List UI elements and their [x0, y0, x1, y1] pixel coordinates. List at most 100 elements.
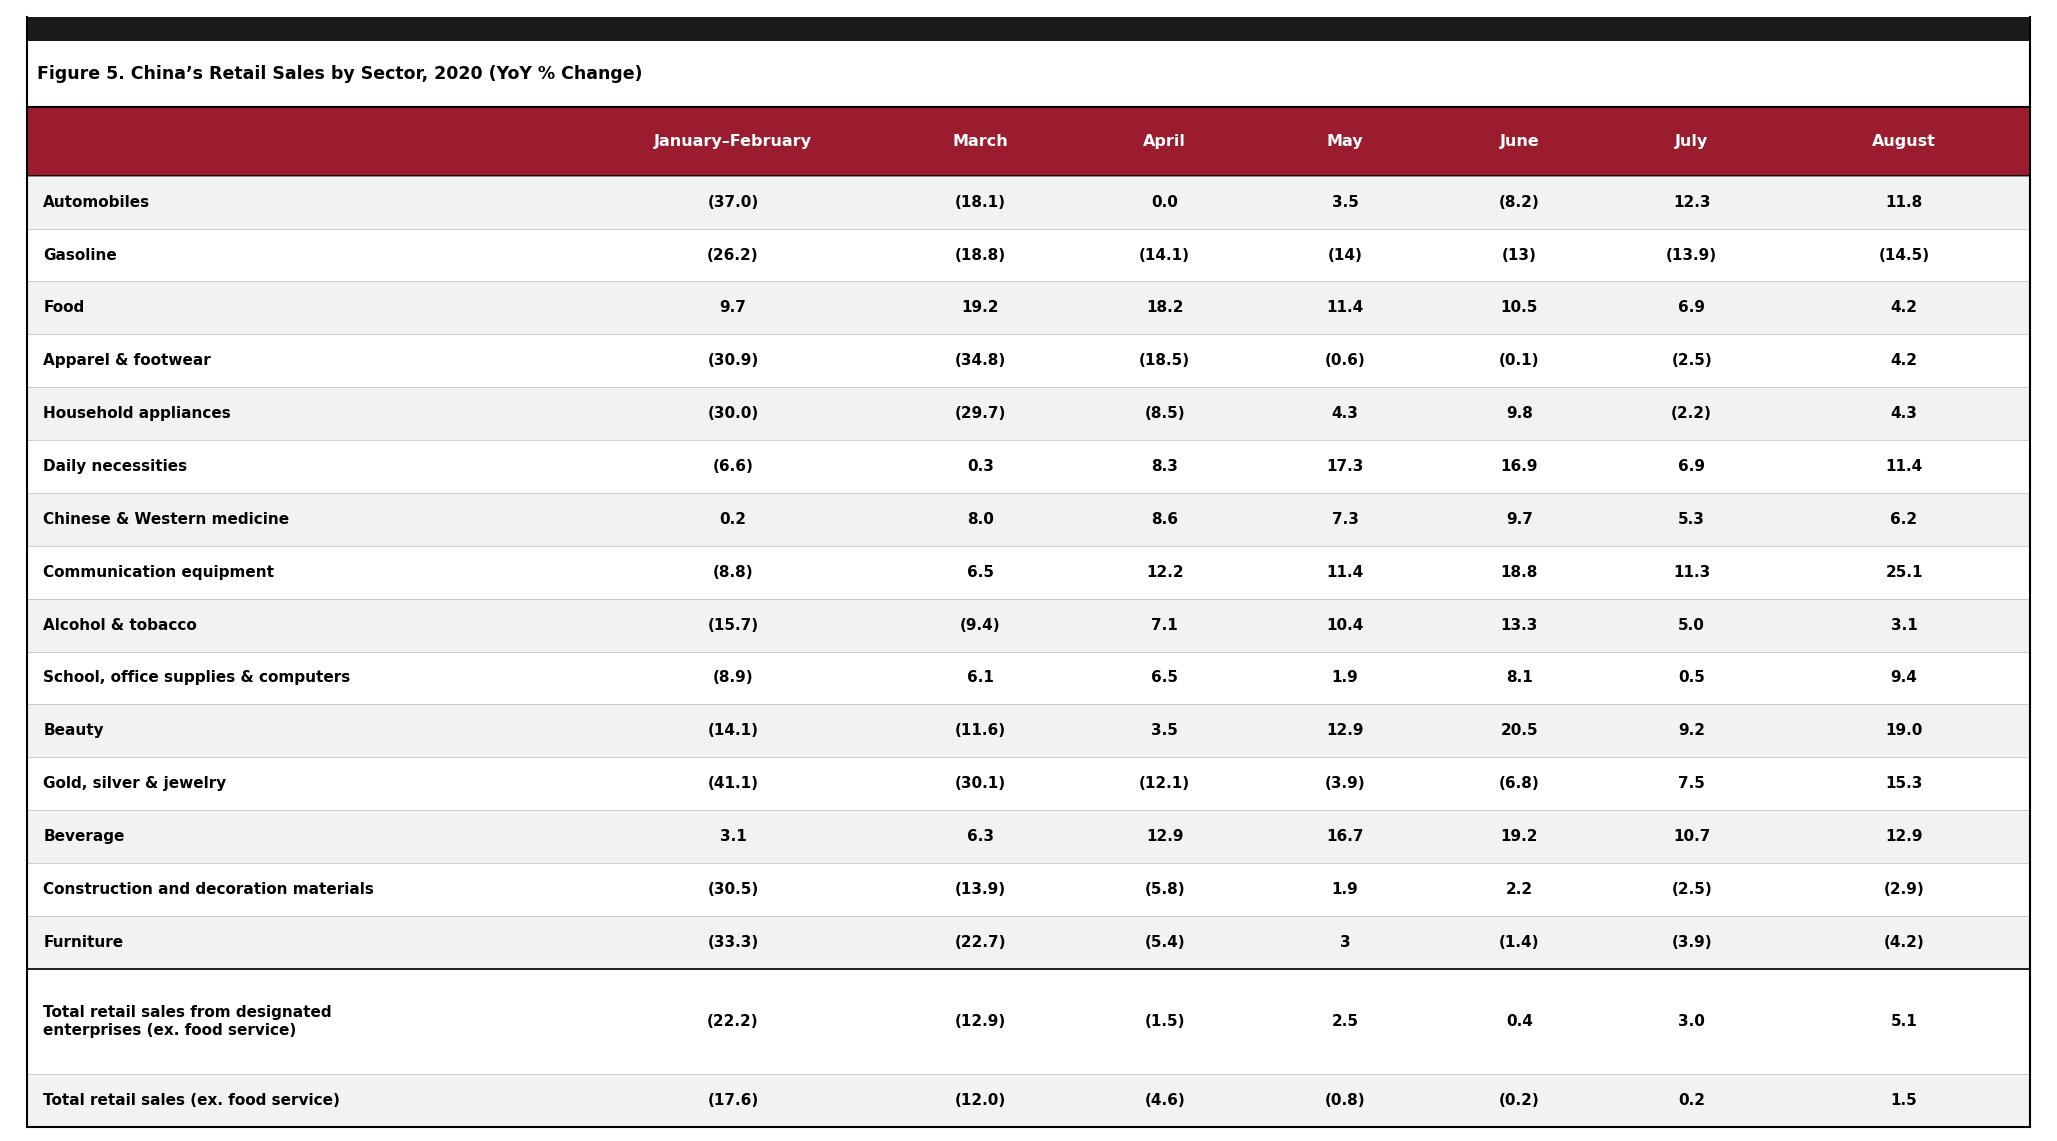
Text: (2.5): (2.5)	[1670, 354, 1711, 369]
Text: 10.4: 10.4	[1327, 617, 1364, 632]
Text: (37.0): (37.0)	[708, 195, 759, 210]
Text: (6.8): (6.8)	[1500, 776, 1541, 791]
Text: 0.0: 0.0	[1152, 195, 1179, 210]
Text: 3.1: 3.1	[720, 830, 747, 844]
Text: 8.1: 8.1	[1506, 671, 1532, 686]
Text: 3.0: 3.0	[1679, 1014, 1705, 1029]
Text: Household appliances: Household appliances	[43, 406, 230, 421]
Text: 8.3: 8.3	[1152, 459, 1179, 474]
Text: (30.9): (30.9)	[708, 354, 759, 369]
Bar	[27, 758, 2030, 810]
Text: 11.3: 11.3	[1672, 565, 1709, 580]
Bar	[27, 17, 2030, 41]
Text: (1.5): (1.5)	[1144, 1014, 1185, 1029]
Text: 6.5: 6.5	[1152, 671, 1179, 686]
Text: (5.4): (5.4)	[1144, 934, 1185, 949]
Text: 9.8: 9.8	[1506, 406, 1532, 421]
Text: 11.8: 11.8	[1886, 195, 1923, 210]
Text: School, office supplies & computers: School, office supplies & computers	[43, 671, 350, 686]
Text: (2.5): (2.5)	[1670, 882, 1711, 897]
Text: (0.6): (0.6)	[1325, 354, 1366, 369]
Text: 18.8: 18.8	[1502, 565, 1539, 580]
Bar	[27, 810, 2030, 863]
Bar	[27, 863, 2030, 916]
Text: 11.4: 11.4	[1327, 565, 1364, 580]
Text: 9.7: 9.7	[720, 300, 747, 315]
Text: Gold, silver & jewelry: Gold, silver & jewelry	[43, 776, 226, 791]
Text: 25.1: 25.1	[1886, 565, 1923, 580]
Text: 4.2: 4.2	[1890, 354, 1917, 369]
Text: (3.9): (3.9)	[1672, 934, 1711, 949]
Text: 17.3: 17.3	[1327, 459, 1364, 474]
Text: June: June	[1500, 135, 1539, 149]
Text: 16.7: 16.7	[1327, 830, 1364, 844]
Text: 6.1: 6.1	[967, 671, 994, 686]
Text: 0.3: 0.3	[967, 459, 994, 474]
Text: (30.5): (30.5)	[708, 882, 759, 897]
Text: 6.5: 6.5	[967, 565, 994, 580]
Text: Automobiles: Automobiles	[43, 195, 150, 210]
Text: 7.3: 7.3	[1331, 512, 1358, 527]
Text: 4.2: 4.2	[1890, 300, 1917, 315]
Text: 12.9: 12.9	[1327, 723, 1364, 738]
Text: (6.6): (6.6)	[712, 459, 753, 474]
Bar	[27, 652, 2030, 704]
Bar	[27, 545, 2030, 599]
Text: (13.9): (13.9)	[954, 882, 1006, 897]
Text: 12.2: 12.2	[1146, 565, 1183, 580]
Text: (30.1): (30.1)	[954, 776, 1006, 791]
Text: (0.2): (0.2)	[1500, 1093, 1541, 1108]
Text: 3.5: 3.5	[1331, 195, 1358, 210]
Text: (30.0): (30.0)	[708, 406, 759, 421]
Bar	[27, 228, 2030, 282]
Text: 5.3: 5.3	[1679, 512, 1705, 527]
Text: (33.3): (33.3)	[708, 934, 759, 949]
Text: (18.1): (18.1)	[954, 195, 1006, 210]
Text: 9.7: 9.7	[1506, 512, 1532, 527]
Text: (26.2): (26.2)	[708, 248, 759, 262]
Text: (2.9): (2.9)	[1884, 882, 1925, 897]
Text: (13): (13)	[1502, 248, 1537, 262]
Text: (13.9): (13.9)	[1666, 248, 1718, 262]
Text: 1.5: 1.5	[1890, 1093, 1917, 1108]
Text: 16.9: 16.9	[1502, 459, 1539, 474]
Text: Communication equipment: Communication equipment	[43, 565, 274, 580]
Bar	[27, 493, 2030, 545]
Text: (8.2): (8.2)	[1500, 195, 1541, 210]
Text: Daily necessities: Daily necessities	[43, 459, 187, 474]
Text: (4.2): (4.2)	[1884, 934, 1925, 949]
Text: (2.2): (2.2)	[1670, 406, 1711, 421]
Text: 3.1: 3.1	[1890, 617, 1917, 632]
Text: 7.1: 7.1	[1152, 617, 1179, 632]
Text: Chinese & Western medicine: Chinese & Western medicine	[43, 512, 290, 527]
Text: 12.9: 12.9	[1886, 830, 1923, 844]
Text: 6.3: 6.3	[967, 830, 994, 844]
Bar	[27, 704, 2030, 758]
Text: Beverage: Beverage	[43, 830, 125, 844]
Text: July: July	[1674, 135, 1707, 149]
Text: Alcohol & tobacco: Alcohol & tobacco	[43, 617, 197, 632]
Text: 19.0: 19.0	[1886, 723, 1923, 738]
Text: 19.2: 19.2	[1502, 830, 1539, 844]
Text: 0.4: 0.4	[1506, 1014, 1532, 1029]
Text: 20.5: 20.5	[1500, 723, 1539, 738]
Text: Total retail sales (ex. food service): Total retail sales (ex. food service)	[43, 1093, 339, 1108]
Text: (14.5): (14.5)	[1878, 248, 1929, 262]
Text: 10.5: 10.5	[1502, 300, 1539, 315]
Text: 2.2: 2.2	[1506, 882, 1532, 897]
Bar	[27, 334, 2030, 387]
Text: 9.4: 9.4	[1890, 671, 1917, 686]
Text: 19.2: 19.2	[963, 300, 1000, 315]
Text: Total retail sales from designated
enterprises (ex. food service): Total retail sales from designated enter…	[43, 1005, 331, 1038]
Text: Apparel & footwear: Apparel & footwear	[43, 354, 212, 369]
Text: (15.7): (15.7)	[708, 617, 759, 632]
Text: 9.2: 9.2	[1679, 723, 1705, 738]
Text: (22.7): (22.7)	[954, 934, 1006, 949]
Text: (4.6): (4.6)	[1144, 1093, 1185, 1108]
Text: (14.1): (14.1)	[708, 723, 759, 738]
Text: 12.9: 12.9	[1146, 830, 1183, 844]
Text: 4.3: 4.3	[1331, 406, 1358, 421]
Text: Gasoline: Gasoline	[43, 248, 117, 262]
Text: Beauty: Beauty	[43, 723, 103, 738]
Text: 6.2: 6.2	[1890, 512, 1917, 527]
